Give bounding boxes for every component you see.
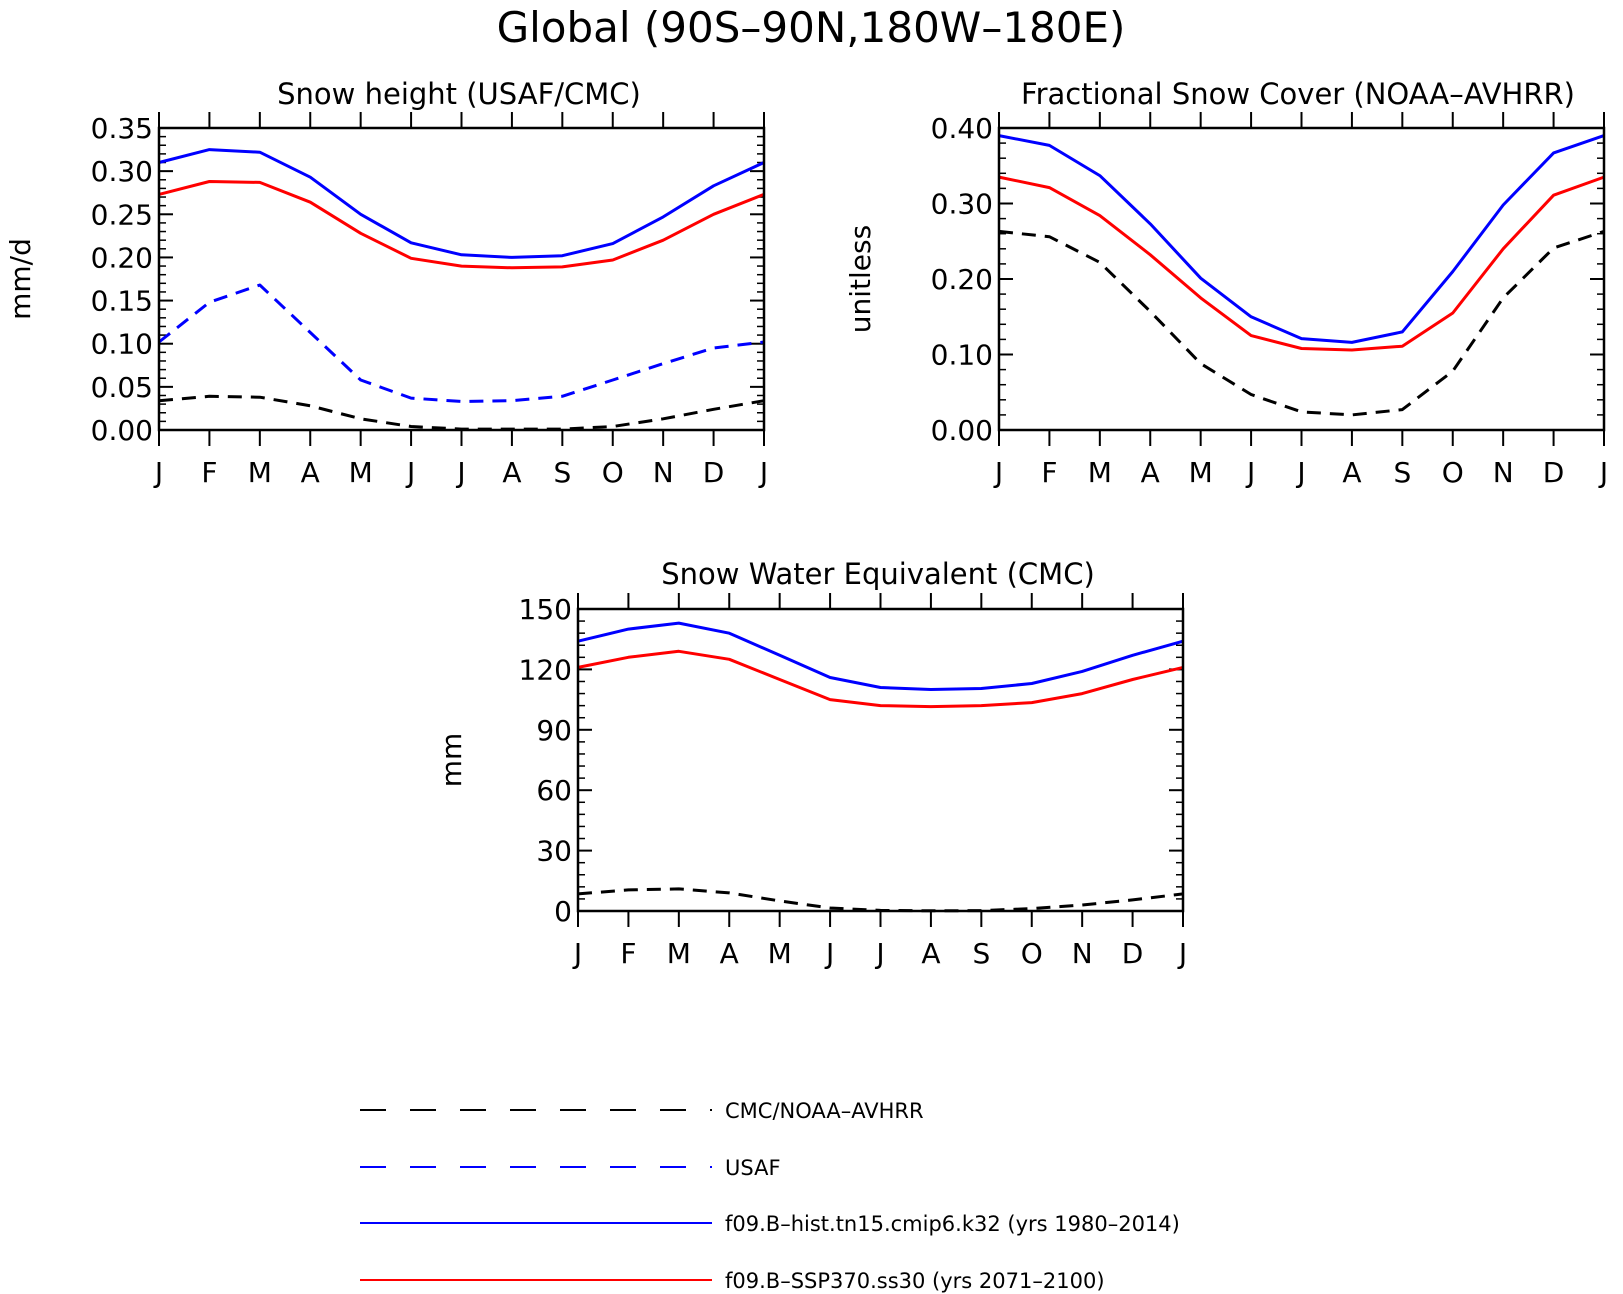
series-line (158, 394, 765, 431)
y-tick-label: 60 (536, 774, 572, 807)
y-tick-label: 0.30 (931, 188, 993, 221)
series-line (998, 229, 1605, 417)
series-line (577, 621, 1184, 691)
y-tick-label: 0.00 (91, 414, 153, 447)
x-tick-label: A (502, 456, 521, 489)
legend-label: CMC/NOAA–AVHRR (725, 1099, 924, 1123)
x-tick-label: O (1442, 456, 1464, 489)
x-tick-label: J (1245, 456, 1255, 489)
x-tick-label: J (824, 937, 834, 970)
x-tick-label: J (874, 937, 884, 970)
x-tick-label: M (1088, 456, 1112, 489)
x-tick-label: N (1072, 937, 1093, 970)
x-tick-label: F (620, 937, 636, 970)
x-tick-label: F (1041, 456, 1057, 489)
y-tick-label: 0.25 (91, 198, 153, 231)
x-tick-label: M (1189, 456, 1213, 489)
series-line (158, 148, 765, 259)
plot-frame (576, 607, 1185, 913)
legend: CMC/NOAA–AVHRR USAF f09.B–hist.tn15.cmip… (360, 1099, 1180, 1293)
x-tick-label: S (1393, 456, 1411, 489)
x-tick-label: J (1177, 937, 1187, 970)
panel-snow-water-equivalent: Snow Water Equivalent (CMC) mm 0 30 60 90 12… (435, 557, 1187, 970)
x-tick-label: D (703, 456, 725, 489)
legend-item: f09.B–SSP370.ss30 (yrs 2071–2100) (360, 1269, 1105, 1293)
plot-area: 0.000.100.200.300.40J F M A M J J A S O N D J (931, 112, 1608, 489)
series-line (577, 887, 1184, 913)
x-tick-label: F (201, 456, 217, 489)
plot-area: 0.000.050.100.150.200.250.300.35J F M A M J J A… (91, 112, 768, 489)
panel-title: Snow height (USAF/CMC) (277, 77, 641, 111)
series-line (998, 134, 1605, 344)
panel-title: Snow Water Equivalent (CMC) (661, 557, 1095, 591)
legend-label: f09.B–hist.tn15.cmip6.k32 (yrs 1980–2014… (725, 1212, 1180, 1236)
y-tick-label: 0.15 (91, 285, 153, 318)
legend-item: CMC/NOAA–AVHRR (360, 1099, 924, 1123)
series-line (998, 175, 1605, 352)
y-tick-label: 0 (554, 895, 572, 928)
x-tick-label: J (1598, 456, 1608, 489)
x-tick-label: A (301, 456, 320, 489)
legend-item: USAF (360, 1156, 781, 1180)
x-tick-label: J (758, 456, 768, 489)
legend-item: f09.B–hist.tn15.cmip6.k32 (yrs 1980–2014… (360, 1212, 1180, 1236)
series-line (158, 180, 765, 270)
y-tick-label: 90 (536, 714, 572, 747)
x-tick-label: O (602, 456, 624, 489)
x-tick-label: O (1021, 937, 1043, 970)
y-tick-label: 0.05 (91, 371, 153, 404)
x-tick-label: M (667, 937, 691, 970)
series-line (577, 649, 1184, 709)
x-tick-label: A (720, 937, 739, 970)
y-tick-label: 150 (519, 593, 572, 626)
panel-fractional-snow-cover: Fractional Snow Cover (NOAA–AVHRR) unitl… (844, 77, 1608, 489)
x-tick-label: M (768, 937, 792, 970)
y-axis-label: mm (435, 733, 468, 788)
panel-snow-height: Snow height (USAF/CMC) mm/d 0.00 0.05 0.10… (4, 77, 768, 489)
x-tick-label: A (1342, 456, 1361, 489)
series-line (158, 283, 765, 403)
x-tick-label: A (921, 937, 940, 970)
y-tick-label: 0.00 (931, 414, 993, 447)
legend-label: f09.B–SSP370.ss30 (yrs 2071–2100) (725, 1269, 1105, 1293)
y-tick-label: 120 (519, 653, 572, 686)
x-tick-label: J (572, 937, 582, 970)
y-tick-label: 0.30 (91, 155, 153, 188)
x-tick-label: S (972, 937, 990, 970)
x-tick-label: A (1141, 456, 1160, 489)
x-tick-label: J (455, 456, 465, 489)
x-tick-label: S (553, 456, 571, 489)
x-tick-label: J (1295, 456, 1305, 489)
x-tick-label: J (153, 456, 163, 489)
y-tick-label: 0.20 (931, 263, 993, 296)
legend-label: USAF (725, 1156, 781, 1180)
x-tick-label: N (653, 456, 674, 489)
x-tick-label: N (1493, 456, 1514, 489)
y-tick-label: 0.10 (931, 339, 993, 372)
y-axis-label: unitless (844, 225, 877, 333)
panel-title: Fractional Snow Cover (NOAA–AVHRR) (1021, 77, 1575, 111)
y-axis-label: mm/d (4, 238, 37, 320)
x-tick-label: J (993, 456, 1003, 489)
plot-frame (997, 126, 1606, 432)
x-tick-label: M (349, 456, 373, 489)
x-tick-label: D (1122, 937, 1144, 970)
figure-title: Global (90S–90N,180W–180E) (497, 3, 1126, 52)
y-tick-label: 30 (536, 835, 572, 868)
x-tick-label: J (405, 456, 415, 489)
y-tick-label: 0.35 (91, 112, 153, 145)
x-tick-label: D (1543, 456, 1565, 489)
x-tick-label: M (248, 456, 272, 489)
y-tick-label: 0.40 (931, 112, 993, 145)
y-tick-label: 0.10 (91, 328, 153, 361)
y-tick-label: 0.20 (91, 241, 153, 274)
plot-frame (157, 126, 766, 432)
